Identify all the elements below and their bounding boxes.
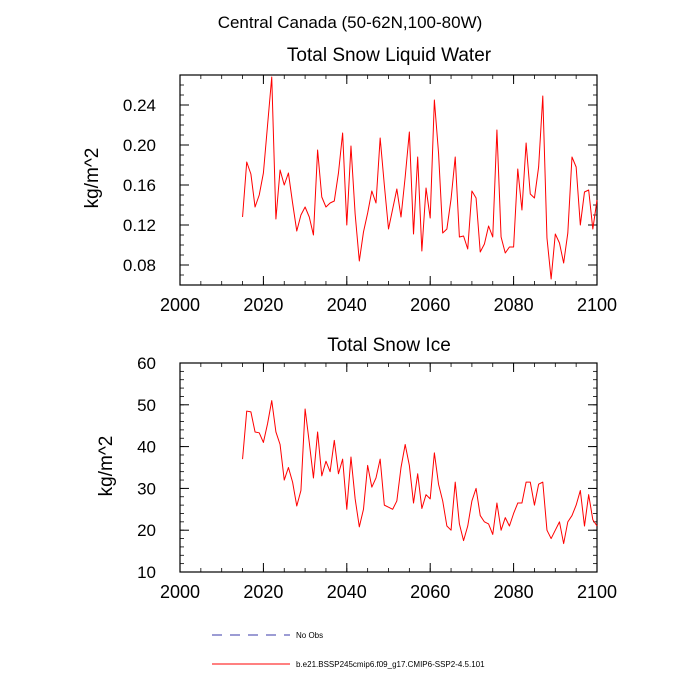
- y-tick-label: 0.20: [123, 136, 156, 155]
- y-tick-label: 10: [137, 563, 156, 582]
- y-tick-label: 0.08: [123, 256, 156, 275]
- x-tick-label: 2060: [410, 295, 450, 315]
- x-tick-label: 2100: [577, 582, 617, 602]
- panel-snow-liquid-water: Total Snow Liquid Water kg/m^2 2000 2020 2…: [82, 45, 617, 315]
- x-tick-label: 2000: [160, 295, 200, 315]
- figure-title: Central Canada (50-62N,100-80W): [218, 13, 483, 32]
- plot-frame: [179, 74, 598, 286]
- y-tick-label: 40: [137, 438, 156, 457]
- panel-snow-ice: Total Snow Ice kg/m^2 2000 2020 2040 2060 20…: [96, 335, 617, 602]
- x-tick-label: 2020: [243, 582, 283, 602]
- x-tick-label: 2020: [243, 295, 283, 315]
- legend-label-no-obs: No Obs: [296, 631, 323, 640]
- panel-title: Total Snow Liquid Water: [287, 45, 492, 66]
- x-tick-label: 2100: [577, 295, 617, 315]
- y-tick-label: 60: [137, 354, 156, 373]
- series-line: [242, 400, 598, 545]
- y-tick-label: 0.24: [123, 96, 156, 115]
- x-tick-label: 2060: [410, 582, 450, 602]
- series-line: [242, 76, 598, 280]
- x-tick-label: 2080: [494, 295, 534, 315]
- plot-frame: [179, 362, 598, 573]
- y-tick-label: 0.12: [123, 216, 156, 235]
- x-tick-label: 2040: [327, 582, 367, 602]
- y-tick-label: 0.16: [123, 176, 156, 195]
- y-tick-label: 20: [137, 521, 156, 540]
- y-axis-label: kg/m^2: [82, 148, 103, 209]
- y-axis-label: kg/m^2: [96, 436, 117, 497]
- x-tick-label: 2000: [160, 582, 200, 602]
- legend: No Obs b.e21.BSSP245cmip6.f09_g17.CMIP6-…: [212, 631, 485, 669]
- x-tick-label: 2080: [494, 582, 534, 602]
- y-tick-label: 30: [137, 479, 156, 498]
- x-tick-label: 2040: [327, 295, 367, 315]
- legend-label-model: b.e21.BSSP245cmip6.f09_g17.CMIP6-SSP2-4.…: [296, 660, 485, 669]
- panel-title: Total Snow Ice: [327, 335, 451, 356]
- y-tick-label: 50: [137, 396, 156, 415]
